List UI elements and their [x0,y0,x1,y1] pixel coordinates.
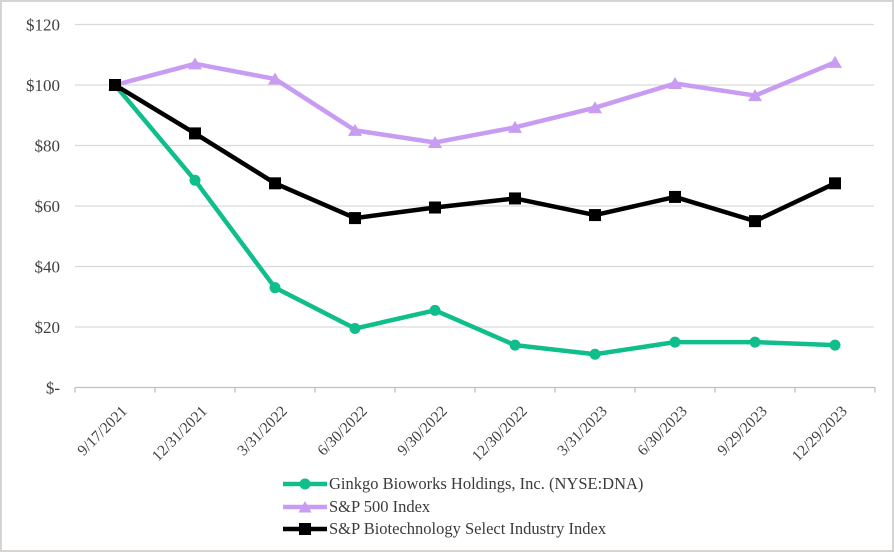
data-point-marker [508,120,522,133]
data-point-marker [749,215,761,228]
data-point-marker [348,123,362,136]
legend-label: S&P Biotechnology Select Industry Index [329,519,607,538]
legend-item: S&P Biotechnology Select Industry Index [283,518,643,541]
legend-triangle-marker-icon [283,500,327,513]
data-point-marker [828,55,842,68]
y-axis-tick-label: $- [46,379,61,398]
data-point-marker [588,101,602,114]
y-axis-tick-label: $80 [35,137,61,156]
x-axis-tick-label: 9/30/2022 [394,403,450,459]
series-line-2 [112,82,838,224]
legend-square-marker-icon [283,523,327,536]
x-axis-tick-label: 3/31/2023 [554,403,611,460]
legend-item: Ginkgo Bioworks Holdings, Inc. (NYSE:DNA… [283,473,643,496]
y-axis-tick-label: $60 [35,197,61,216]
data-point-marker [269,177,281,190]
data-point-marker [189,127,201,140]
data-point-marker [509,339,521,351]
data-point-marker [668,76,682,89]
x-axis-tick-label: 12/30/2022 [469,403,531,465]
legend-item: S&P 500 Index [283,496,643,519]
legend-circle-marker-icon [283,478,327,490]
data-point-marker [269,282,281,294]
x-axis-tick-label: 6/30/2023 [634,403,691,460]
data-point-marker [109,79,121,91]
data-point-marker [349,323,361,335]
x-axis-tick-label: 9/29/2023 [714,403,771,460]
data-point-marker [509,192,521,205]
data-point-marker [429,201,441,214]
legend-label: Ginkgo Bioworks Holdings, Inc. (NYSE:DNA… [329,474,644,493]
data-point-marker [829,177,841,190]
data-point-marker [669,190,681,203]
x-axis-tick-label: 3/31/2022 [234,403,290,459]
data-point-marker [429,304,441,316]
legend-label: S&P 500 Index [329,496,431,516]
data-point-marker [829,339,841,351]
data-point-marker [428,135,442,148]
x-axis-tick-label: 12/31/2021 [149,403,211,465]
data-point-marker [189,174,201,186]
x-axis-tick-label: 9/17/2021 [74,403,130,459]
data-point-marker [589,348,601,360]
data-point-marker [589,209,601,222]
y-axis-tick-label: $120 [26,16,60,35]
series-line-0 [112,82,838,357]
data-point-marker [188,57,202,70]
data-point-marker [749,336,761,348]
chart-legend: Ginkgo Bioworks Holdings, Inc. (NYSE:DNA… [283,473,643,541]
data-point-marker [669,336,681,348]
y-axis-tick-label: $20 [35,318,61,337]
data-point-marker [268,72,282,85]
series-line-1 [112,60,838,145]
y-axis-tick-label: $40 [35,258,61,277]
y-axis-tick-label: $100 [26,76,60,95]
data-point-marker [748,89,762,102]
data-point-marker [349,212,361,225]
x-axis-tick-label: 6/30/2022 [314,403,370,459]
x-axis-tick-label: 12/29/2023 [789,403,851,465]
